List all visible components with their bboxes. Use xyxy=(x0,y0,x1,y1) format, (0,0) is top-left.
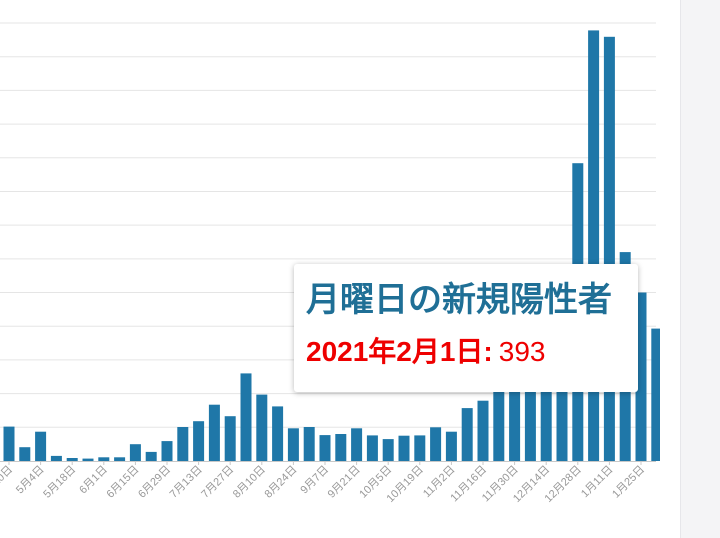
bar[interactable] xyxy=(477,400,489,461)
bar[interactable] xyxy=(114,457,126,461)
bar[interactable] xyxy=(98,457,110,461)
bar[interactable] xyxy=(193,421,205,461)
x-tick-labels: 4月20日5月4日5月18日6月1日6月15日6月29日7月13日7月27日8月… xyxy=(0,464,647,505)
bar[interactable] xyxy=(145,451,157,461)
bar[interactable] xyxy=(129,444,141,461)
x-tick-label: 5月18日 xyxy=(41,464,78,501)
bar[interactable] xyxy=(414,435,426,461)
bar[interactable] xyxy=(556,329,568,461)
scrollbar-panel[interactable] xyxy=(680,0,720,538)
bar[interactable] xyxy=(335,434,347,461)
tooltip-line: 2021年2月1日: 393 xyxy=(306,334,638,375)
x-axis xyxy=(0,461,656,465)
bar-tooltip: 月曜日の新規陽性者 2021年2月1日: 393 xyxy=(294,264,638,392)
bar[interactable] xyxy=(351,428,363,461)
bar[interactable] xyxy=(319,435,331,461)
bar[interactable] xyxy=(635,292,647,462)
tooltip-date: 2021年2月1日: xyxy=(306,336,493,367)
x-tick-label: 7月27日 xyxy=(199,464,236,501)
bar[interactable] xyxy=(540,333,552,461)
x-tick-label: 6月15日 xyxy=(104,464,141,501)
x-tick-label: 1月11日 xyxy=(579,464,615,500)
bar[interactable] xyxy=(240,373,252,461)
bar[interactable] xyxy=(208,404,220,461)
x-tick-label: 1月25日 xyxy=(610,464,647,501)
bar[interactable] xyxy=(177,427,189,461)
bar[interactable] xyxy=(3,426,15,461)
bar[interactable] xyxy=(66,458,78,461)
bar[interactable] xyxy=(303,427,315,461)
right-gutter xyxy=(660,0,680,538)
tooltip-value: 393 xyxy=(498,336,546,367)
bar[interactable] xyxy=(509,359,521,461)
bars xyxy=(3,30,660,462)
bar[interactable] xyxy=(50,455,62,461)
x-tick-label: 9月21日 xyxy=(326,464,363,501)
bar[interactable] xyxy=(461,408,473,461)
bar[interactable] xyxy=(493,373,505,461)
bar[interactable] xyxy=(19,447,31,461)
bar[interactable] xyxy=(161,441,173,461)
tooltip-title: 月曜日の新規陽性者 xyxy=(306,281,612,319)
x-tick-label: 8月10日 xyxy=(231,464,268,501)
bar[interactable] xyxy=(82,458,94,461)
x-tick-label: 4月20日 xyxy=(0,464,15,501)
x-tick-label: 6月29日 xyxy=(136,464,173,501)
bar[interactable] xyxy=(256,394,268,461)
x-tick-label: 8月24日 xyxy=(262,464,299,501)
bar[interactable] xyxy=(445,431,457,461)
bar[interactable] xyxy=(272,406,284,461)
bar[interactable] xyxy=(524,346,536,461)
bar[interactable] xyxy=(603,36,615,462)
bar[interactable] xyxy=(398,435,410,461)
bar[interactable] xyxy=(366,435,378,461)
bar[interactable] xyxy=(382,439,394,461)
bar[interactable] xyxy=(651,328,660,461)
bar[interactable] xyxy=(287,428,299,461)
bar[interactable] xyxy=(588,30,600,462)
bar[interactable] xyxy=(430,427,442,461)
x-tick-label: 7月13日 xyxy=(168,464,205,501)
bar[interactable] xyxy=(35,431,47,461)
bar[interactable] xyxy=(224,416,236,461)
